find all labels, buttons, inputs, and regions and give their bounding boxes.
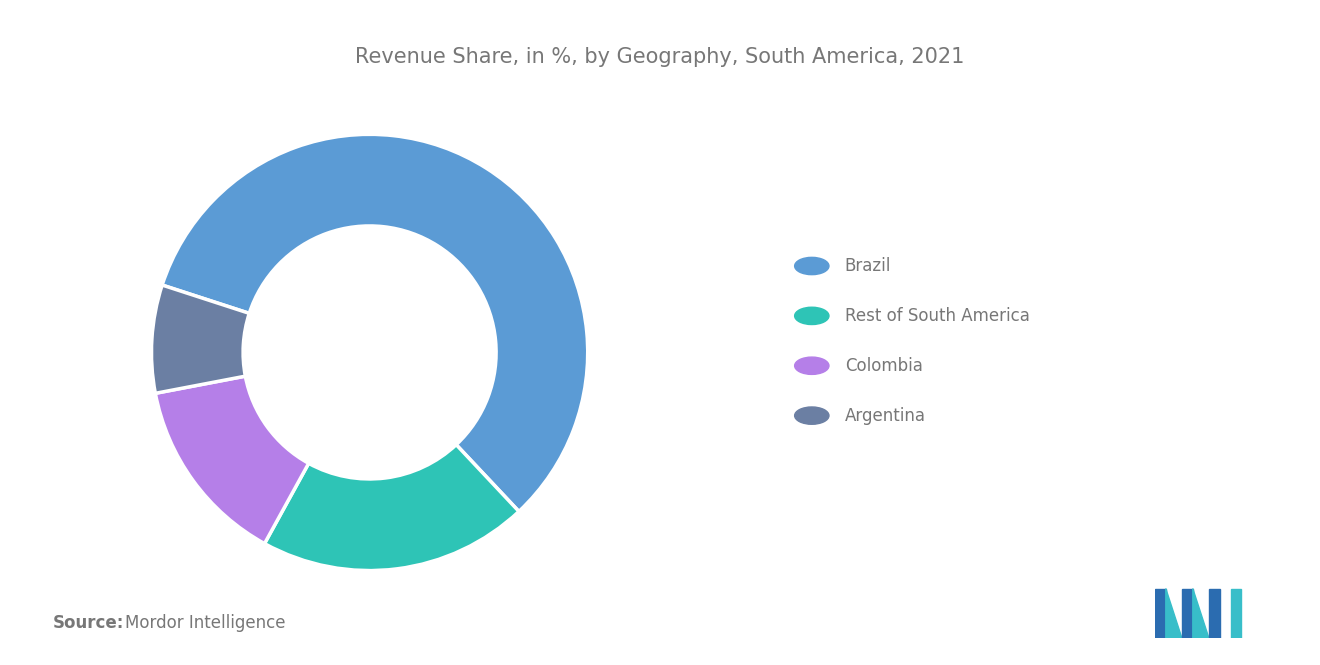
Polygon shape: [1230, 589, 1241, 638]
Polygon shape: [1193, 589, 1209, 638]
Polygon shape: [1209, 589, 1220, 638]
Text: Brazil: Brazil: [845, 257, 891, 275]
Text: Mordor Intelligence: Mordor Intelligence: [125, 614, 286, 632]
Text: Source:: Source:: [53, 614, 124, 632]
Text: Revenue Share, in %, by Geography, South America, 2021: Revenue Share, in %, by Geography, South…: [355, 47, 965, 66]
Wedge shape: [264, 445, 519, 571]
Polygon shape: [1155, 589, 1166, 638]
Text: Argentina: Argentina: [845, 406, 925, 425]
Text: Rest of South America: Rest of South America: [845, 307, 1030, 325]
Wedge shape: [156, 376, 309, 543]
Wedge shape: [162, 134, 587, 511]
Wedge shape: [152, 285, 249, 393]
Text: Colombia: Colombia: [845, 356, 923, 375]
Polygon shape: [1181, 589, 1193, 638]
Polygon shape: [1166, 589, 1181, 638]
